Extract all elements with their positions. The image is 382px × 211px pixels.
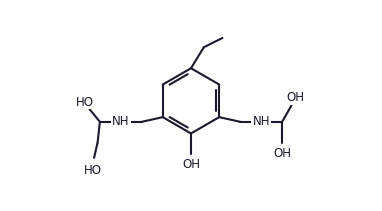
Text: OH: OH bbox=[286, 91, 304, 104]
Text: NH: NH bbox=[112, 115, 129, 128]
Text: OH: OH bbox=[182, 158, 200, 171]
Text: NH: NH bbox=[253, 115, 270, 128]
Text: HO: HO bbox=[84, 164, 102, 177]
Text: HO: HO bbox=[76, 96, 94, 108]
Text: OH: OH bbox=[273, 147, 291, 160]
